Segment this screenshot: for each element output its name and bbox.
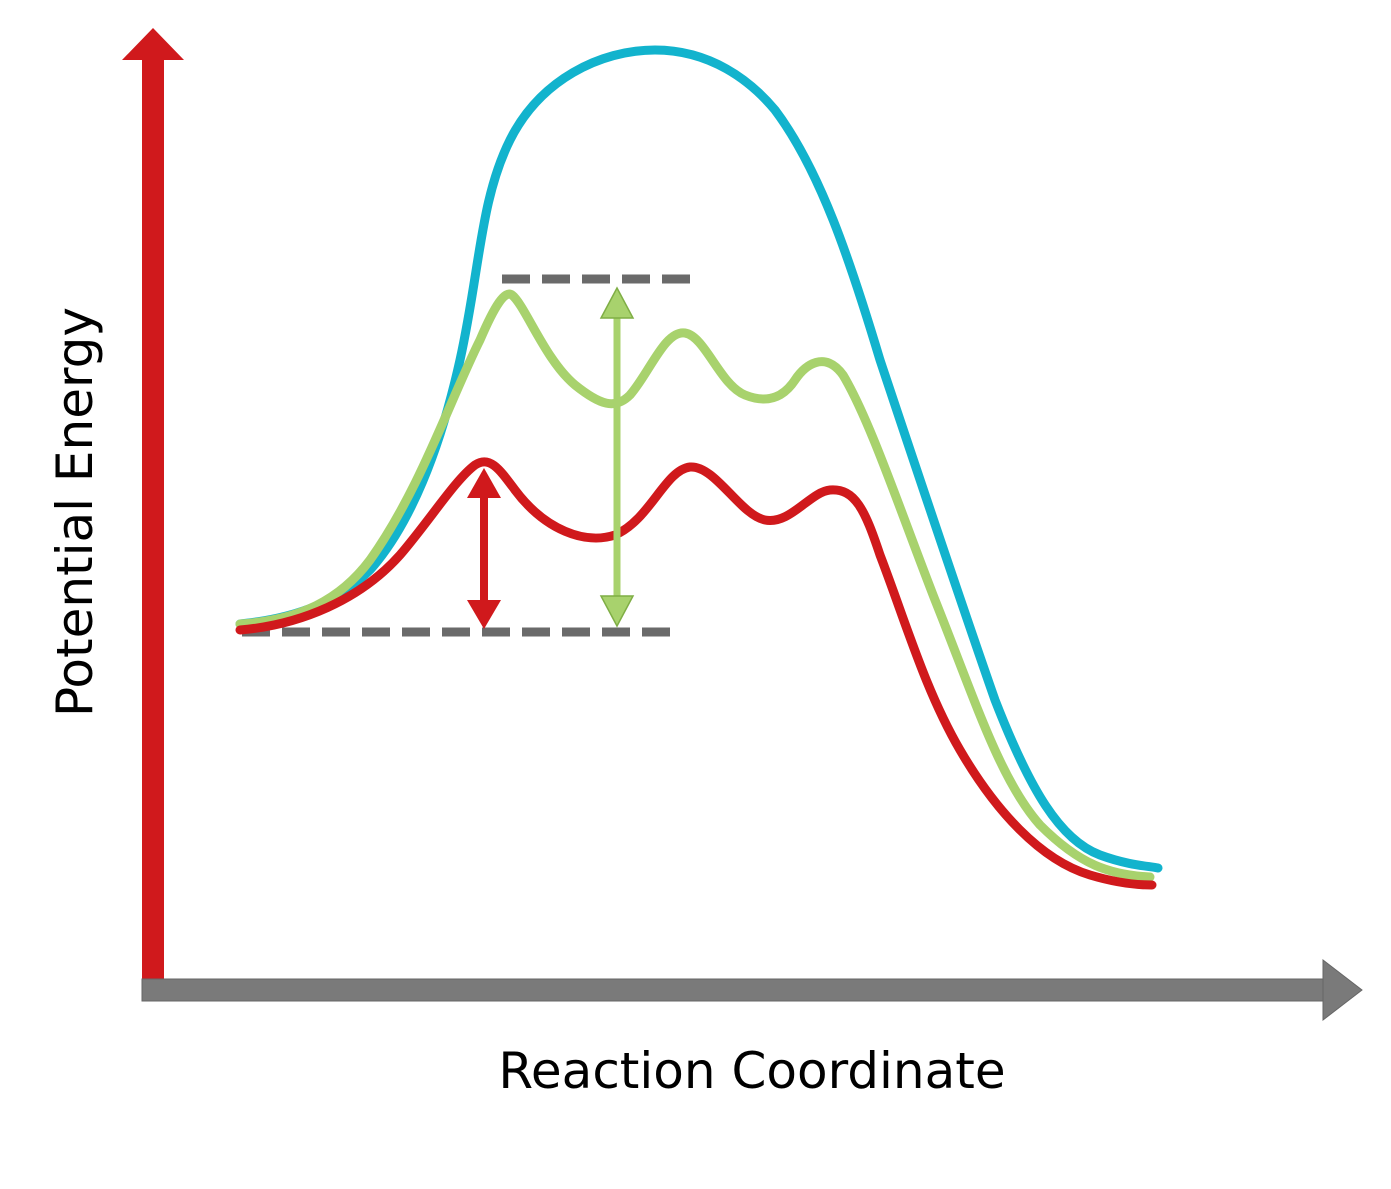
x-axis-shaft [141,978,1325,1002]
catalyzed-reaction-curve-red [235,457,1157,890]
catalyzed-activation-arrowhead-bottom [467,600,501,629]
x-axis-label: Reaction Coordinate [498,1042,1005,1100]
x-axis-arrowhead [1322,958,1363,1022]
y-axis-label: Potential Energy [46,307,104,717]
y-axis-shaft [142,60,164,980]
green-activation-arrowhead-bottom [599,595,635,628]
uncatalyzed-reaction-curve [235,45,1163,873]
y-axis-arrowhead [122,28,184,60]
catalyzed-activation-arrowhead-top [467,468,501,498]
green-activation-arrowhead-top [599,286,635,319]
y-axis [122,28,184,980]
catalyzed-activation-energy-arrow [467,468,501,629]
green-activation-energy-arrow [599,286,635,628]
x-axis [141,958,1363,1022]
catalyzed-reaction-curve-green [235,289,1155,882]
